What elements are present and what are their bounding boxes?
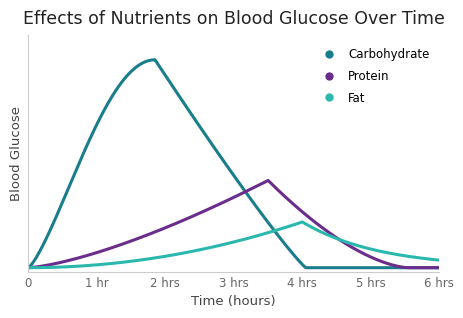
Y-axis label: Blood Glucose: Blood Glucose [10, 106, 23, 201]
Legend: Carbohydrate, Protein, Fat: Carbohydrate, Protein, Fat [317, 48, 428, 105]
X-axis label: Time (hours): Time (hours) [191, 295, 275, 308]
Title: Effects of Nutrients on Blood Glucose Over Time: Effects of Nutrients on Blood Glucose Ov… [23, 10, 444, 28]
